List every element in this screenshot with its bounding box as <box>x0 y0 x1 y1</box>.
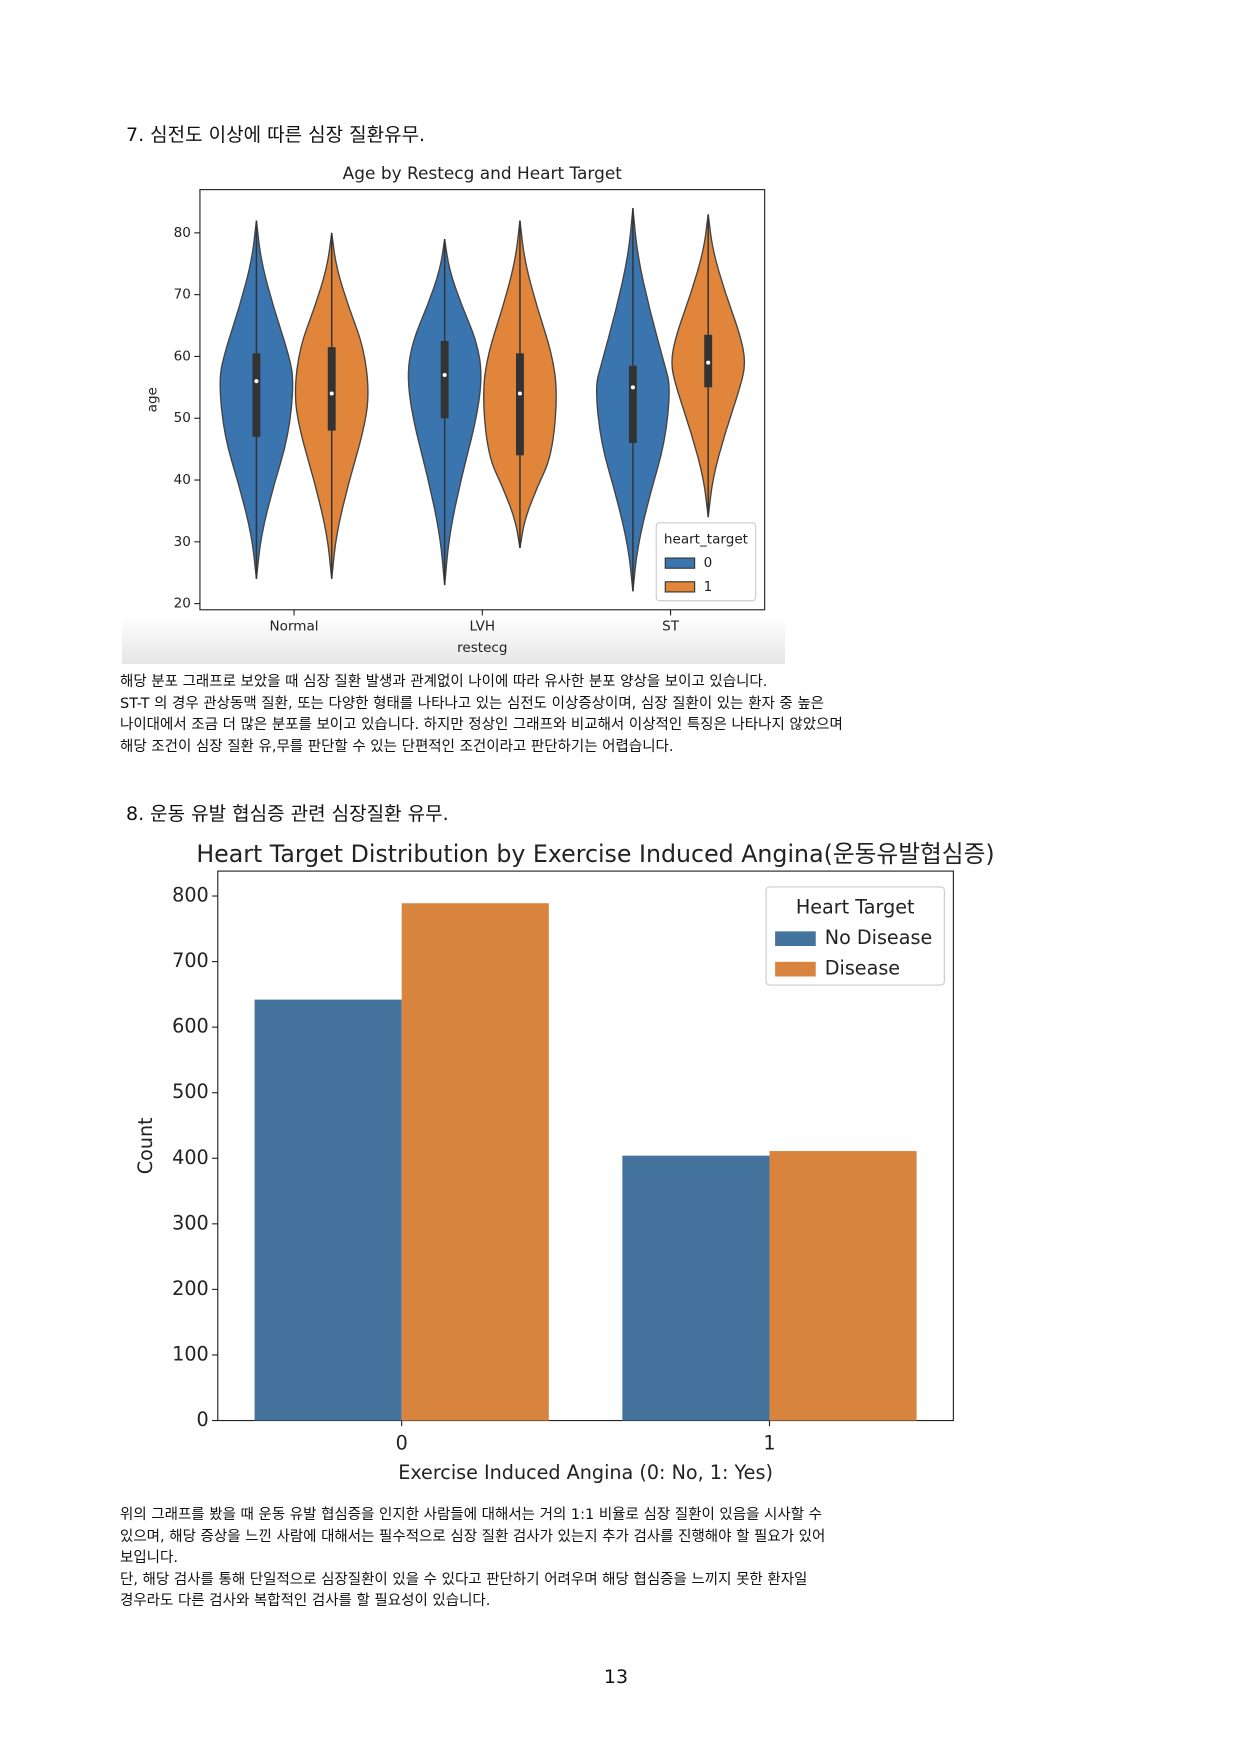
text-line: 보입니다. <box>120 1550 178 1566</box>
y-tick-label: 60 <box>174 348 191 364</box>
violin-box <box>440 341 449 419</box>
legend-box <box>765 886 945 986</box>
x-tick-label: Normal <box>270 619 319 635</box>
y-tick-label: 100 <box>172 1342 209 1365</box>
y-tick-label: 20 <box>174 596 191 612</box>
text-line: 나이대에서 조금 더 많은 분포를 보이고 있습니다. 하지만 정상인 그래프와… <box>120 717 843 733</box>
x-tick-label: 1 <box>763 1432 775 1455</box>
y-tick-label: 200 <box>172 1277 209 1300</box>
section-heading: 7. 심전도 이상에 따른 심장 질환유무. <box>126 124 426 146</box>
violin-median <box>442 372 447 378</box>
y-tick-label: 0 <box>197 1408 209 1431</box>
text-line: 있으며, 해당 증상을 느낀 사람에 대해서는 필수적으로 심장 질환 검사가 … <box>120 1528 826 1545</box>
bar <box>769 1151 917 1421</box>
legend-swatch <box>775 931 816 947</box>
legend-label: 0 <box>704 555 713 571</box>
y-axis-label: age <box>144 387 160 412</box>
y-tick-label: 70 <box>174 287 191 303</box>
y-tick-label: 800 <box>172 884 209 907</box>
y-tick-label: 40 <box>174 472 191 488</box>
violin-box <box>628 365 637 443</box>
x-axis-label: Exercise Induced Angina (0: No, 1: Yes) <box>398 1461 773 1484</box>
paragraph: 위의 그래프를 봤을 때 운동 유발 협심증을 인지한 사람들에 대해서는 거의… <box>120 1505 1160 1613</box>
bar <box>401 903 549 1421</box>
y-tick-label: 50 <box>174 410 191 426</box>
violin-median <box>254 379 259 384</box>
bar <box>254 999 402 1421</box>
violin-median <box>630 385 635 390</box>
legend-title: heart_target <box>664 531 748 547</box>
y-tick-label: 300 <box>172 1211 209 1234</box>
text-line: 단, 해당 검사를 통해 단일적으로 심장질환이 있을 수 있다고 판단하기 어… <box>120 1571 808 1588</box>
x-tick-label: 0 <box>396 1432 408 1455</box>
legend-title: Heart Target <box>796 896 915 919</box>
text-line: 위의 그래프를 봤을 때 운동 유발 협심증을 인지한 사람들에 대해서는 거의… <box>120 1507 822 1523</box>
violin-box <box>327 347 336 431</box>
x-axis-label: restecg <box>457 640 507 656</box>
violin-box <box>252 353 261 437</box>
y-tick-label: 80 <box>174 225 191 241</box>
violin-median <box>706 360 711 365</box>
text-line: ST-T 의 경우 관상동맥 질환, 또는 다양한 형태를 나타나고 있는 심전… <box>120 695 825 712</box>
bar <box>622 1155 770 1421</box>
chart-title: Heart Target Distribution by Exercise In… <box>196 840 993 868</box>
y-tick-label: 600 <box>172 1015 209 1038</box>
legend-swatch <box>775 961 816 977</box>
chart-title: Age by Restecg and Heart Target <box>343 163 623 183</box>
violin-median <box>329 391 334 396</box>
bar-chart: Heart Target Distribution by Exercise In… <box>134 840 993 1484</box>
violin-median <box>517 391 522 396</box>
text-line: 해당 분포 그래프로 보았을 때 심장 질환 발생과 관계없이 나이에 따라 유… <box>120 674 768 690</box>
x-tick-label: LVH <box>470 619 496 635</box>
text-line: 경우라도 다른 검사와 복합적인 검사를 할 필요성이 있습니다. <box>120 1593 491 1609</box>
legend-label: Disease <box>825 957 900 980</box>
page-number: 13 <box>603 1666 629 1688</box>
section-heading: 8. 운동 유발 협심증 관련 심장질환 유무. <box>126 803 449 825</box>
y-axis-label: Count <box>134 1117 157 1174</box>
y-tick-label: 30 <box>174 534 191 550</box>
y-tick-label: 400 <box>172 1146 209 1169</box>
paragraph: 해당 분포 그래프로 보았을 때 심장 질환 발생과 관계없이 나이에 따라 유… <box>120 672 1160 758</box>
x-tick-label: ST <box>662 619 680 635</box>
violin-chart: Age by Restecg and Heart Target restecg ag… <box>122 163 785 664</box>
legend-swatch <box>664 557 696 569</box>
y-tick-label: 700 <box>172 949 209 972</box>
legend-swatch <box>664 581 696 593</box>
violin-box <box>515 353 524 456</box>
legend-label: No Disease <box>825 926 932 949</box>
y-tick-label: 500 <box>172 1080 209 1103</box>
legend-label: 1 <box>704 579 713 595</box>
figure-shade <box>122 615 785 664</box>
text-line: 해당 조건이 심장 질환 유,무를 판단할 수 있는 단편적인 조건이라고 판단… <box>120 738 674 755</box>
